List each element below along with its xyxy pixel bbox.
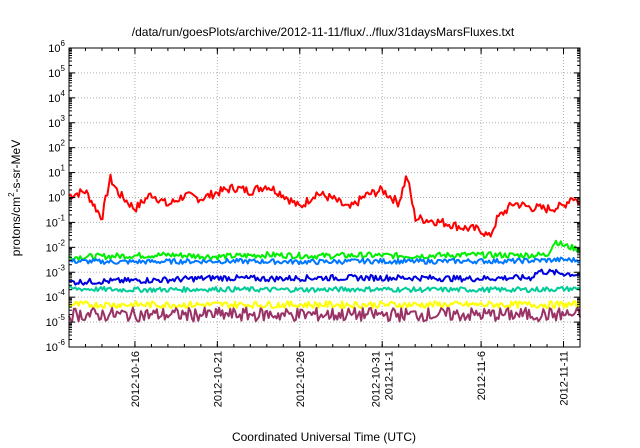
series-line	[68, 256, 581, 266]
y-tick-label: 10-1	[46, 213, 66, 229]
x-tick-label: 2012-10-16	[130, 351, 142, 407]
y-tick-label: 102	[48, 139, 65, 155]
y-tick-label: 105	[48, 64, 65, 80]
y-tick-label: 100	[48, 189, 65, 205]
x-tick-labels: 2012-10-16 2012-10-21 2012-10-26 2012-10-31…	[130, 351, 571, 407]
axis-ticks	[69, 47, 580, 348]
x-tick-label: 2012-11-6	[476, 351, 488, 400]
x-tick-label-line: 2012-10-21	[212, 351, 224, 407]
y-axis-label: protons/cm2-s-sr-MeV	[7, 140, 23, 256]
y-tick-label: 103	[48, 114, 65, 130]
x-tick-label-line: 2012-11-6	[476, 351, 488, 400]
x-tick-label: 2012-11-11	[559, 351, 571, 406]
chart-title: /data/run/goesPlots/archive/2012-11-11/f…	[132, 25, 515, 39]
series-line	[68, 239, 581, 262]
y-tick-label: 101	[48, 164, 65, 180]
x-tick-label-line: 2012-10-31	[371, 351, 383, 407]
x-tick-label-line: 2012-11-11	[559, 351, 571, 406]
y-tick-label: 10-5	[46, 313, 66, 329]
x-tick-label: 2012-10-31 2012-11-1	[371, 351, 396, 407]
series-lines	[68, 173, 581, 323]
series-line	[68, 268, 581, 286]
y-tick-label: 106	[48, 39, 65, 55]
series-line	[68, 300, 581, 310]
y-tick-labels: 10-6 10-5 10-4 10-3 10-2 10-1 100 101 102 103 104 1…	[46, 39, 66, 354]
y-tick-label: 10-4	[46, 288, 66, 304]
x-tick-label-line: 2012-10-26	[295, 351, 307, 407]
x-tick-label: 2012-10-21	[212, 351, 224, 407]
series-line	[68, 173, 581, 238]
y-tick-label: 10-6	[46, 338, 66, 354]
grid	[69, 48, 580, 347]
y-tick-label: 10-3	[46, 263, 66, 279]
series-line	[68, 306, 581, 323]
x-axis-label: Coordinated Universal Time (UTC)	[232, 430, 416, 444]
x-tick-label: 2012-10-26	[295, 351, 307, 407]
y-tick-label: 10-2	[46, 238, 66, 254]
series-line	[68, 285, 581, 294]
x-tick-label-line: 2012-10-16	[130, 351, 142, 407]
y-tick-label: 104	[48, 89, 65, 105]
x-tick-label-line: 2012-11-1	[384, 351, 396, 400]
